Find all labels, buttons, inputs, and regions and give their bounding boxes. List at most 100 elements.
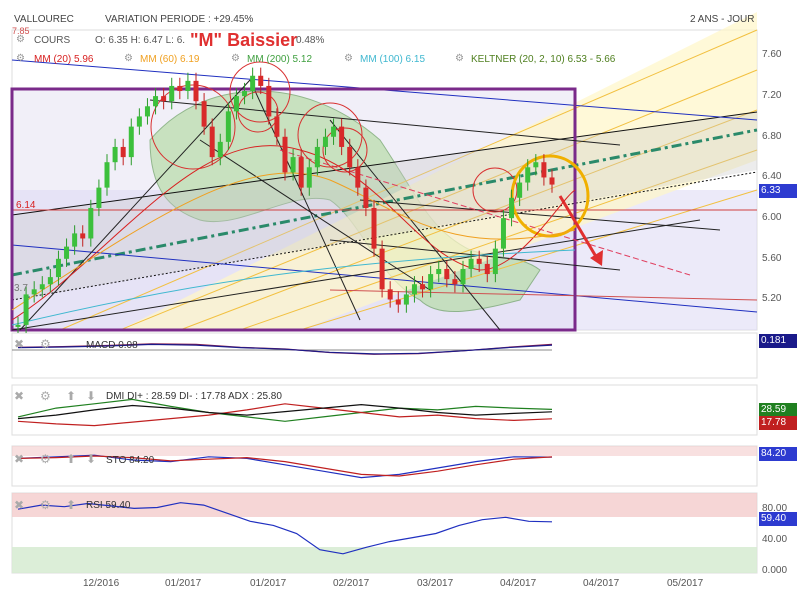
period-label[interactable]: 2 ANS - JOUR [690,14,755,25]
y-tick-label: 7.20 [762,90,782,102]
candle-body [185,80,191,92]
grey-channel [12,112,757,300]
price-badge: 6.33 [759,184,797,198]
macd-signal-line [17,343,553,355]
red-circle-marker [472,167,518,213]
candle-body [403,294,409,305]
rsi-line [17,502,553,555]
gear-icon[interactable]: ⚙ [40,452,51,466]
x-tick-label: 02/2017 [333,578,370,589]
candle-body [468,258,474,269]
candle-body [112,146,118,163]
close-icon[interactable]: ✖ [14,389,25,403]
candle-body [436,268,442,275]
candle-body [525,167,531,183]
arrow-down-icon[interactable]: ⬇ [86,389,97,403]
candle-body [47,277,53,285]
x-tick-label: 04/2017 [583,578,620,589]
arrow-up-icon[interactable]: ⬆ [66,389,77,403]
candle-body [314,146,320,168]
dmi-diminus-line [17,403,553,427]
candle-body [209,126,215,158]
candle-body [339,126,345,147]
candle-body [201,101,207,127]
red-circle-marker [322,127,368,173]
macd-panel-frame [11,332,758,379]
gear-icon[interactable]: ⚙ [124,53,133,64]
dmi-diplus-line [17,398,553,422]
candle-body [460,268,466,285]
cours-change: 0.48% [296,35,325,46]
x-tick-label: 04/2017 [500,578,537,589]
candle-body [331,126,337,137]
candle-body [517,182,523,198]
dmi-minus-badge: 17.78 [759,416,797,430]
candle-body [322,136,328,147]
candle-body [282,136,288,173]
candle-body [96,187,102,208]
arrow-up-icon[interactable]: ⬆ [66,498,77,512]
candle-body [80,233,86,239]
gear-icon[interactable]: ⚙ [40,498,51,512]
candle-body [290,157,296,173]
candle-body [500,218,506,249]
dmi-plus-badge: 28.59 [759,403,797,417]
annotation-text: "M" Baissier [190,30,298,50]
candle-body [136,116,142,127]
candle-body [476,258,482,264]
drawn-trendline [19,79,251,331]
close-icon[interactable]: ✖ [14,452,25,466]
gear-icon[interactable]: ⚙ [344,53,353,64]
candle-body [492,248,498,275]
level-37-label: 3.7 [14,283,28,294]
gear-icon[interactable]: ⚙ [40,389,51,403]
gear-icon[interactable]: ⚙ [455,53,464,64]
candle-body [355,167,361,188]
candle-body [250,75,256,92]
candle-body [484,263,490,275]
candle-body [153,96,159,107]
x-tick-label: 05/2017 [667,578,704,589]
candle-body [371,207,377,249]
red-arrow-shaft [558,195,600,261]
candle-body [72,233,78,247]
y-tick-label: 5.60 [762,252,782,264]
trend-line-lower [11,171,758,301]
mm200-label: MM (200) 5.12 [247,54,313,65]
candle-body [217,141,223,158]
y-tick-label: 5.20 [762,293,782,305]
gear-icon[interactable]: ⚙ [40,337,51,351]
candle-body [420,284,426,290]
close-icon[interactable]: ✖ [14,498,25,512]
gear-icon[interactable]: ⚙ [231,53,240,64]
red-circle-marker [229,61,291,123]
candle-body [161,96,167,102]
candle-body [387,289,393,300]
gear-icon[interactable]: ⚙ [16,34,25,45]
variation-label: VARIATION PERIODE : +29.45% [105,14,254,25]
candle-body [509,197,515,219]
candle-body [55,258,61,278]
candle-body [298,157,304,188]
mm60-line [11,172,576,311]
arrow-down-icon[interactable]: ⬇ [86,452,97,466]
gear-icon[interactable]: ⚙ [16,53,25,64]
level-614-label: 6.14 [16,200,36,211]
y-tick-label: 6.00 [762,212,782,224]
arrow-up-icon[interactable]: ⬆ [66,452,77,466]
y-tick-label: 7.60 [762,49,782,61]
candle-body [233,96,239,112]
candle-body [169,85,175,102]
mm100-label: MM (100) 6.15 [360,54,426,65]
red-circle-marker [150,84,236,170]
rsi-tick-40: 40.00 [762,534,788,545]
candle-body [128,126,134,158]
rsi-overbought-zone [12,493,757,517]
candle-body [274,116,280,137]
candle-body [64,246,70,259]
close-icon[interactable]: ✖ [14,337,25,351]
candle-body [266,85,272,117]
x-tick-label: 03/2017 [417,578,454,589]
rsi-label: RSI 59.40 [86,500,131,511]
